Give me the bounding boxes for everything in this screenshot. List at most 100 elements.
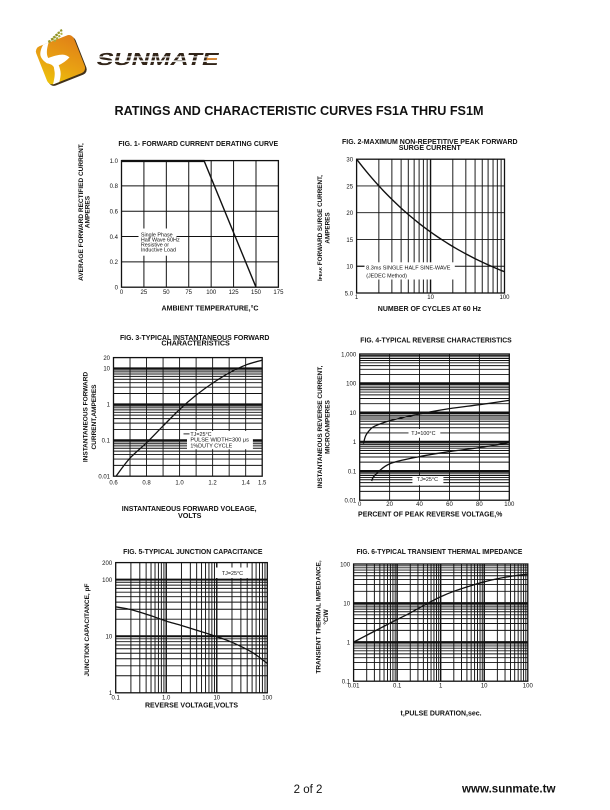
- svg-text:Half Wave 60Hz: Half Wave 60Hz: [141, 238, 180, 244]
- svg-text:25: 25: [346, 184, 353, 190]
- svg-text:INSTANTANEOUS FORWARD: INSTANTANEOUS FORWARD: [83, 372, 90, 463]
- svg-text:FIG. 6-TYPICAL TRANSIENT THERM: FIG. 6-TYPICAL TRANSIENT THERMAL IMPEDAN…: [356, 547, 522, 556]
- svg-text:50: 50: [163, 290, 170, 296]
- svg-text:TRANSIENT THERMAL IMPEDANCE,: TRANSIENT THERMAL IMPEDANCE,: [316, 560, 323, 673]
- svg-text:0.01: 0.01: [98, 475, 110, 481]
- svg-text:RATINGS AND CHARACTERISTIC CUR: RATINGS AND CHARACTERISTIC CURVES FS1A T…: [115, 104, 484, 118]
- svg-text:1: 1: [439, 683, 443, 689]
- svg-text:0.2: 0.2: [110, 260, 119, 266]
- svg-text:FIG. 3-TYPICAL INSTANTANEOUS F: FIG. 3-TYPICAL INSTANTANEOUS FORWARD: [120, 333, 270, 342]
- svg-text:INSTANTANEOUS FORWARD VOLEAGE,: INSTANTANEOUS FORWARD VOLEAGE,: [122, 504, 257, 513]
- svg-text:0: 0: [115, 286, 119, 292]
- svg-text:150: 150: [251, 290, 262, 296]
- svg-text:100: 100: [262, 695, 273, 701]
- svg-text:NUMBER OF CYCLES AT 60 Hz: NUMBER OF CYCLES AT 60 Hz: [378, 304, 482, 313]
- svg-text:10: 10: [346, 265, 353, 271]
- svg-text:t,PULSE DURATION,sec.: t,PULSE DURATION,sec.: [401, 709, 482, 718]
- svg-text:175: 175: [273, 290, 284, 296]
- svg-text:IPEAK FORWARD SURGE CURRENT,: IPEAK FORWARD SURGE CURRENT,: [317, 175, 324, 281]
- svg-text:VOLTS: VOLTS: [178, 511, 202, 520]
- svg-text:0.6: 0.6: [109, 481, 118, 487]
- svg-text:1: 1: [355, 295, 359, 301]
- svg-text:TJ=100°C: TJ=100°C: [411, 431, 435, 437]
- svg-text:MICROAMPERES: MICROAMPERES: [325, 399, 332, 453]
- svg-text:60: 60: [446, 502, 453, 508]
- svg-text:100: 100: [346, 382, 357, 388]
- svg-text:INSTANTANEOUS REVERSE CURRENT,: INSTANTANEOUS REVERSE CURRENT,: [317, 366, 324, 489]
- svg-text:1.0: 1.0: [110, 159, 119, 165]
- svg-text:75: 75: [185, 290, 192, 296]
- svg-text:200: 200: [102, 561, 113, 567]
- svg-text:FIG. 1- FORWARD CURRENT DERATI: FIG. 1- FORWARD CURRENT DERATING CURVE: [118, 139, 278, 148]
- svg-text:SURGE CURRENT: SURGE CURRENT: [399, 143, 462, 152]
- svg-text:Inductive Load: Inductive Load: [141, 247, 176, 253]
- svg-text:CHARACTERISTICS: CHARACTERISTICS: [161, 339, 230, 348]
- svg-text:1%DUTY CYCLE: 1%DUTY CYCLE: [190, 444, 232, 450]
- svg-text:40: 40: [416, 502, 423, 508]
- svg-text:10: 10: [213, 695, 220, 701]
- svg-text:0.01: 0.01: [345, 499, 357, 505]
- svg-text:25: 25: [141, 290, 148, 296]
- svg-text:AMBIENT TEMPERATURE,°C: AMBIENT TEMPERATURE,°C: [162, 304, 259, 313]
- svg-text:0: 0: [358, 502, 362, 508]
- svg-text:30: 30: [346, 158, 353, 164]
- svg-text:JUNCTION CAPACITANCE, pF: JUNCTION CAPACITANCE, pF: [84, 584, 91, 677]
- svg-text:100: 100: [102, 578, 113, 584]
- svg-text:AVERAGE FORWARD RECTIFIED CURR: AVERAGE FORWARD RECTIFIED CURRENT,: [78, 143, 85, 281]
- svg-text:SUNMATE: SUNMATE: [95, 49, 222, 69]
- svg-text:1,000: 1,000: [341, 352, 357, 358]
- svg-text:1: 1: [353, 440, 357, 446]
- svg-text:0.1: 0.1: [102, 439, 111, 445]
- svg-text:°C/W: °C/W: [322, 609, 330, 625]
- svg-text:SUNMATE: SUNMATE: [95, 49, 222, 69]
- svg-text:0.01: 0.01: [348, 683, 360, 689]
- svg-text:2 of 2: 2 of 2: [294, 784, 323, 796]
- svg-text:100: 100: [206, 290, 217, 296]
- svg-text:125: 125: [229, 290, 240, 296]
- svg-text:PERCENT OF PEAK REVERSE VOLTAG: PERCENT OF PEAK REVERSE VOLTAGE,%: [358, 510, 503, 519]
- svg-text:0.1: 0.1: [112, 695, 121, 701]
- svg-text:10: 10: [427, 295, 434, 301]
- svg-text:TJ=25°C: TJ=25°C: [190, 432, 211, 438]
- svg-text:1: 1: [347, 640, 351, 646]
- svg-text:1.0: 1.0: [162, 695, 171, 701]
- svg-text:10: 10: [106, 635, 113, 641]
- svg-text:(JEDEC Method): (JEDEC Method): [366, 273, 407, 279]
- svg-text:20: 20: [346, 211, 353, 217]
- svg-text:FIG. 2-MAXIMUM NON-REPETITIVE: FIG. 2-MAXIMUM NON-REPETITIVE PEAK FORWA…: [342, 137, 518, 146]
- svg-text:0.1: 0.1: [348, 469, 357, 475]
- svg-text:1: 1: [107, 403, 111, 409]
- svg-text:10: 10: [350, 411, 357, 417]
- svg-text:Single Phase: Single Phase: [141, 233, 173, 239]
- svg-text:10: 10: [481, 683, 488, 689]
- svg-text:10: 10: [343, 601, 350, 607]
- svg-text:TJ=25°C: TJ=25°C: [417, 477, 438, 483]
- svg-text:1.2: 1.2: [208, 481, 217, 487]
- svg-text:0.6: 0.6: [110, 210, 119, 216]
- svg-text:0: 0: [120, 290, 124, 296]
- svg-text:1.4: 1.4: [242, 481, 251, 487]
- svg-text:20: 20: [386, 502, 393, 508]
- svg-text:0.8: 0.8: [142, 481, 151, 487]
- svg-text:15: 15: [346, 238, 353, 244]
- svg-text:1.0: 1.0: [175, 481, 184, 487]
- svg-text:FIG. 5-TYPICAL JUNCTION CAPACI: FIG. 5-TYPICAL JUNCTION CAPACITANCE: [123, 547, 263, 556]
- svg-text:FIG. 4-TYPICAL REVERSE CHARACT: FIG. 4-TYPICAL REVERSE CHARACTERISTICS: [360, 336, 512, 345]
- svg-text:100: 100: [504, 502, 515, 508]
- svg-text:8.3ms SINGLE HALF SINE-WAVE: 8.3ms SINGLE HALF SINE-WAVE: [366, 265, 451, 271]
- svg-text:0.8: 0.8: [110, 184, 119, 190]
- svg-text:100: 100: [340, 562, 351, 568]
- svg-text:AMPERES: AMPERES: [84, 195, 91, 228]
- svg-text:1.5: 1.5: [258, 481, 267, 487]
- svg-text:100: 100: [523, 683, 534, 689]
- svg-text:5.0: 5.0: [345, 291, 354, 297]
- svg-text:10: 10: [103, 367, 110, 373]
- svg-text:AMPERES: AMPERES: [324, 212, 331, 243]
- svg-text:0.4: 0.4: [110, 235, 119, 241]
- svg-text:80: 80: [476, 502, 483, 508]
- svg-text:100: 100: [499, 295, 510, 301]
- svg-text:1: 1: [109, 691, 113, 697]
- svg-text:20: 20: [103, 356, 110, 362]
- svg-text:0.1: 0.1: [393, 683, 402, 689]
- svg-text:TJ=25°C: TJ=25°C: [222, 571, 243, 577]
